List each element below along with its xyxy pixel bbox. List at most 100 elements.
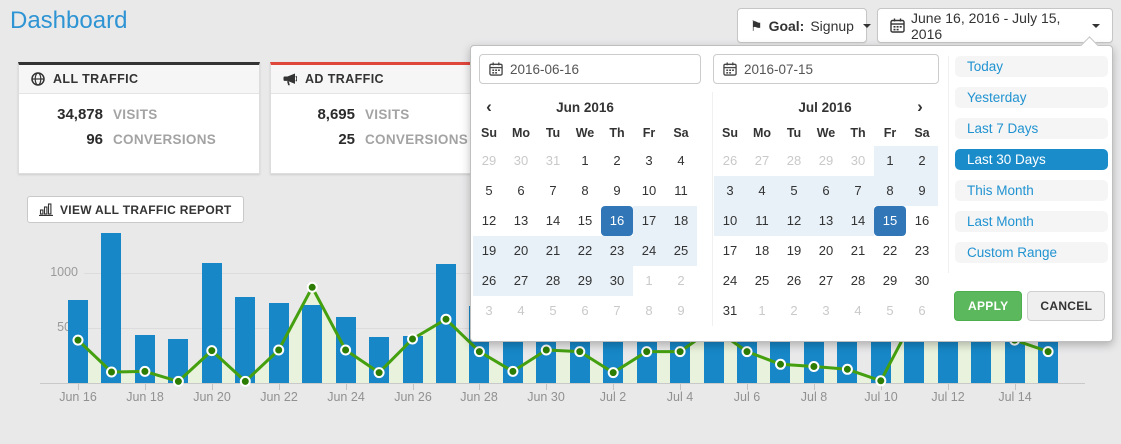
- view-all-traffic-report-button[interactable]: VIEW ALL TRAFFIC REPORT: [27, 196, 244, 223]
- calendar-day[interactable]: 12: [778, 206, 810, 236]
- calendar-day[interactable]: 1: [645, 273, 653, 288]
- conversions-point[interactable]: [373, 367, 385, 379]
- calendar-day[interactable]: 1: [581, 153, 589, 168]
- calendar-day[interactable]: 22: [882, 243, 898, 258]
- visits-bar[interactable]: [168, 339, 188, 383]
- calendar-day[interactable]: 20: [505, 236, 537, 266]
- calendar-day[interactable]: 16: [601, 206, 633, 236]
- calendar-day[interactable]: 18: [665, 206, 697, 236]
- calendar-day[interactable]: 13: [513, 213, 529, 228]
- daterange-toggle-button[interactable]: June 16, 2016 - July 15, 2016: [877, 8, 1113, 43]
- prev-month-icon[interactable]: ‹: [486, 97, 492, 116]
- visits-bar[interactable]: [403, 336, 423, 383]
- conversions-point[interactable]: [473, 346, 485, 358]
- calendar-day[interactable]: 6: [918, 303, 926, 318]
- preset-range-this-month[interactable]: This Month: [955, 180, 1108, 201]
- calendar-day[interactable]: 8: [645, 303, 653, 318]
- calendar-day[interactable]: 30: [601, 266, 633, 296]
- calendar-day[interactable]: 5: [778, 176, 810, 206]
- conversions-point[interactable]: [540, 344, 552, 356]
- calendar-day[interactable]: 27: [818, 273, 834, 288]
- calendar-day[interactable]: 19: [473, 236, 505, 266]
- conversions-point[interactable]: [875, 375, 887, 387]
- calendar-day[interactable]: 24: [722, 273, 738, 288]
- calendar-day[interactable]: 9: [677, 303, 685, 318]
- calendar-day[interactable]: 27: [754, 153, 770, 168]
- end-date-input[interactable]: [744, 61, 894, 77]
- conversions-point[interactable]: [641, 346, 653, 358]
- calendar-day[interactable]: 3: [714, 176, 746, 206]
- conversions-point[interactable]: [808, 361, 820, 372]
- conversions-point[interactable]: [841, 363, 853, 375]
- calendar-day[interactable]: 2: [677, 273, 685, 288]
- calendar-day[interactable]: 2: [613, 153, 621, 168]
- calendar-day[interactable]: 7: [842, 176, 874, 206]
- visits-bar[interactable]: [235, 297, 255, 383]
- calendar-day[interactable]: 4: [854, 303, 862, 318]
- preset-range-custom-range[interactable]: Custom Range: [955, 242, 1108, 263]
- calendar-day[interactable]: 1: [758, 303, 766, 318]
- conversions-point[interactable]: [72, 334, 84, 346]
- calendar-day[interactable]: 2: [906, 146, 938, 176]
- next-month-icon[interactable]: ›: [917, 97, 923, 116]
- calendar-day[interactable]: 31: [722, 303, 738, 318]
- calendar-day[interactable]: 5: [549, 303, 557, 318]
- calendar-day[interactable]: 23: [914, 243, 930, 258]
- calendar-day[interactable]: 1: [874, 146, 906, 176]
- calendar-day[interactable]: 6: [581, 303, 589, 318]
- calendar-day[interactable]: 28: [537, 266, 569, 296]
- conversions-point[interactable]: [407, 333, 418, 345]
- conversions-point[interactable]: [273, 344, 285, 356]
- conversions-point[interactable]: [574, 346, 586, 358]
- conversions-point[interactable]: [239, 375, 251, 387]
- calendar-day[interactable]: 28: [786, 153, 802, 168]
- calendar-day[interactable]: 29: [818, 153, 834, 168]
- conversions-point[interactable]: [507, 365, 519, 377]
- conversions-point[interactable]: [172, 375, 184, 387]
- conversions-point[interactable]: [607, 367, 619, 379]
- calendar-day[interactable]: 25: [665, 236, 697, 266]
- preset-range-last-7-days[interactable]: Last 7 Days: [955, 118, 1108, 139]
- preset-range-yesterday[interactable]: Yesterday: [955, 87, 1108, 108]
- calendar-day[interactable]: 14: [545, 213, 561, 228]
- preset-range-last-month[interactable]: Last Month: [955, 211, 1108, 232]
- calendar-day[interactable]: 30: [914, 273, 930, 288]
- calendar-day[interactable]: 4: [677, 153, 685, 168]
- conversions-point[interactable]: [206, 345, 218, 357]
- apply-button[interactable]: APPLY: [954, 291, 1023, 321]
- calendar-day[interactable]: 29: [481, 153, 497, 168]
- calendar-day[interactable]: 10: [714, 206, 746, 236]
- calendar-day[interactable]: 22: [569, 236, 601, 266]
- conversions-point[interactable]: [340, 344, 352, 356]
- start-date-input[interactable]: [510, 61, 660, 77]
- calendar-day[interactable]: 26: [786, 273, 802, 288]
- calendar-day[interactable]: 13: [810, 206, 842, 236]
- visits-bar[interactable]: [269, 303, 289, 383]
- calendar-day[interactable]: 19: [786, 243, 802, 258]
- calendar-day[interactable]: 21: [537, 236, 569, 266]
- conversions-point[interactable]: [674, 346, 686, 358]
- calendar-day[interactable]: 15: [577, 213, 593, 228]
- calendar-day[interactable]: 16: [914, 213, 930, 228]
- conversions-point[interactable]: [1042, 346, 1054, 358]
- calendar-day[interactable]: 27: [505, 266, 537, 296]
- calendar-day[interactable]: 5: [485, 183, 493, 198]
- calendar-day[interactable]: 3: [485, 303, 493, 318]
- conversions-point[interactable]: [775, 358, 786, 370]
- calendar-day[interactable]: 9: [906, 176, 938, 206]
- calendar-day[interactable]: 17: [722, 243, 738, 258]
- calendar-day[interactable]: 3: [822, 303, 830, 318]
- calendar-day[interactable]: 4: [517, 303, 525, 318]
- calendar-day[interactable]: 29: [569, 266, 601, 296]
- conversions-point[interactable]: [306, 281, 318, 293]
- calendar-day[interactable]: 15: [874, 206, 906, 236]
- calendar-day[interactable]: 7: [549, 183, 557, 198]
- calendar-day[interactable]: 11: [674, 183, 688, 198]
- calendar-day[interactable]: 26: [722, 153, 738, 168]
- calendar-day[interactable]: 6: [810, 176, 842, 206]
- calendar-day[interactable]: 21: [850, 243, 866, 258]
- calendar-day[interactable]: 17: [633, 206, 665, 236]
- calendar-day[interactable]: 31: [545, 153, 561, 168]
- calendar-day[interactable]: 10: [641, 183, 657, 198]
- preset-range-today[interactable]: Today: [955, 56, 1108, 77]
